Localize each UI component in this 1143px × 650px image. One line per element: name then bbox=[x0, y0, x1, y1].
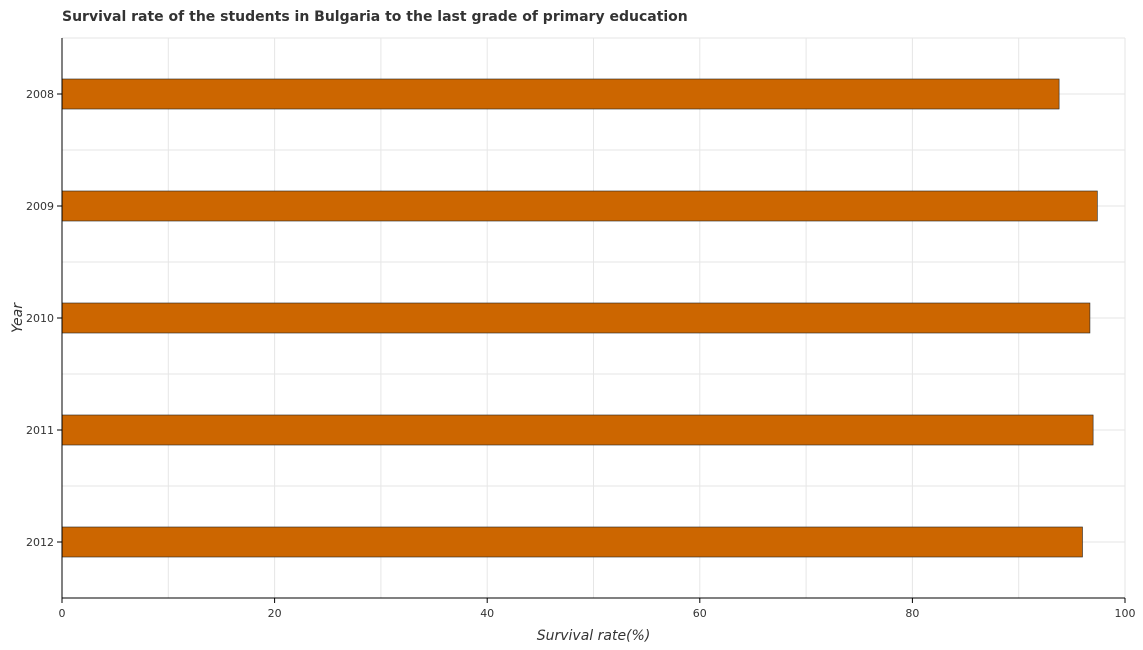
bar-2008 bbox=[61, 78, 1060, 110]
y-tick-label: 2008 bbox=[26, 88, 54, 101]
axes bbox=[57, 38, 1126, 603]
x-tick-label: 60 bbox=[693, 607, 707, 620]
x-tick-label: 40 bbox=[480, 607, 494, 620]
x-tick-label: 20 bbox=[268, 607, 282, 620]
x-tick-label: 0 bbox=[59, 607, 66, 620]
y-tick-label: 2012 bbox=[26, 536, 54, 549]
x-axis-label: Survival rate(%) bbox=[537, 628, 651, 644]
bar-2010 bbox=[61, 302, 1091, 334]
y-tick-label: 2010 bbox=[26, 312, 54, 325]
tick-labels: 0 20 40 60 80 100 2008 2009 2010 2011 2012 bbox=[26, 88, 1136, 620]
y-axis-label: Year bbox=[10, 302, 26, 333]
bars bbox=[61, 78, 1098, 558]
x-tick-label: 100 bbox=[1115, 607, 1136, 620]
bar-2009 bbox=[61, 190, 1098, 222]
bar-2011 bbox=[61, 414, 1094, 446]
y-tick-label: 2011 bbox=[26, 424, 54, 437]
chart-title: Survival rate of the students in Bulgari… bbox=[62, 9, 688, 25]
y-tick-label: 2009 bbox=[26, 200, 54, 213]
bar-2012 bbox=[61, 526, 1083, 558]
x-tick-label: 80 bbox=[905, 607, 919, 620]
